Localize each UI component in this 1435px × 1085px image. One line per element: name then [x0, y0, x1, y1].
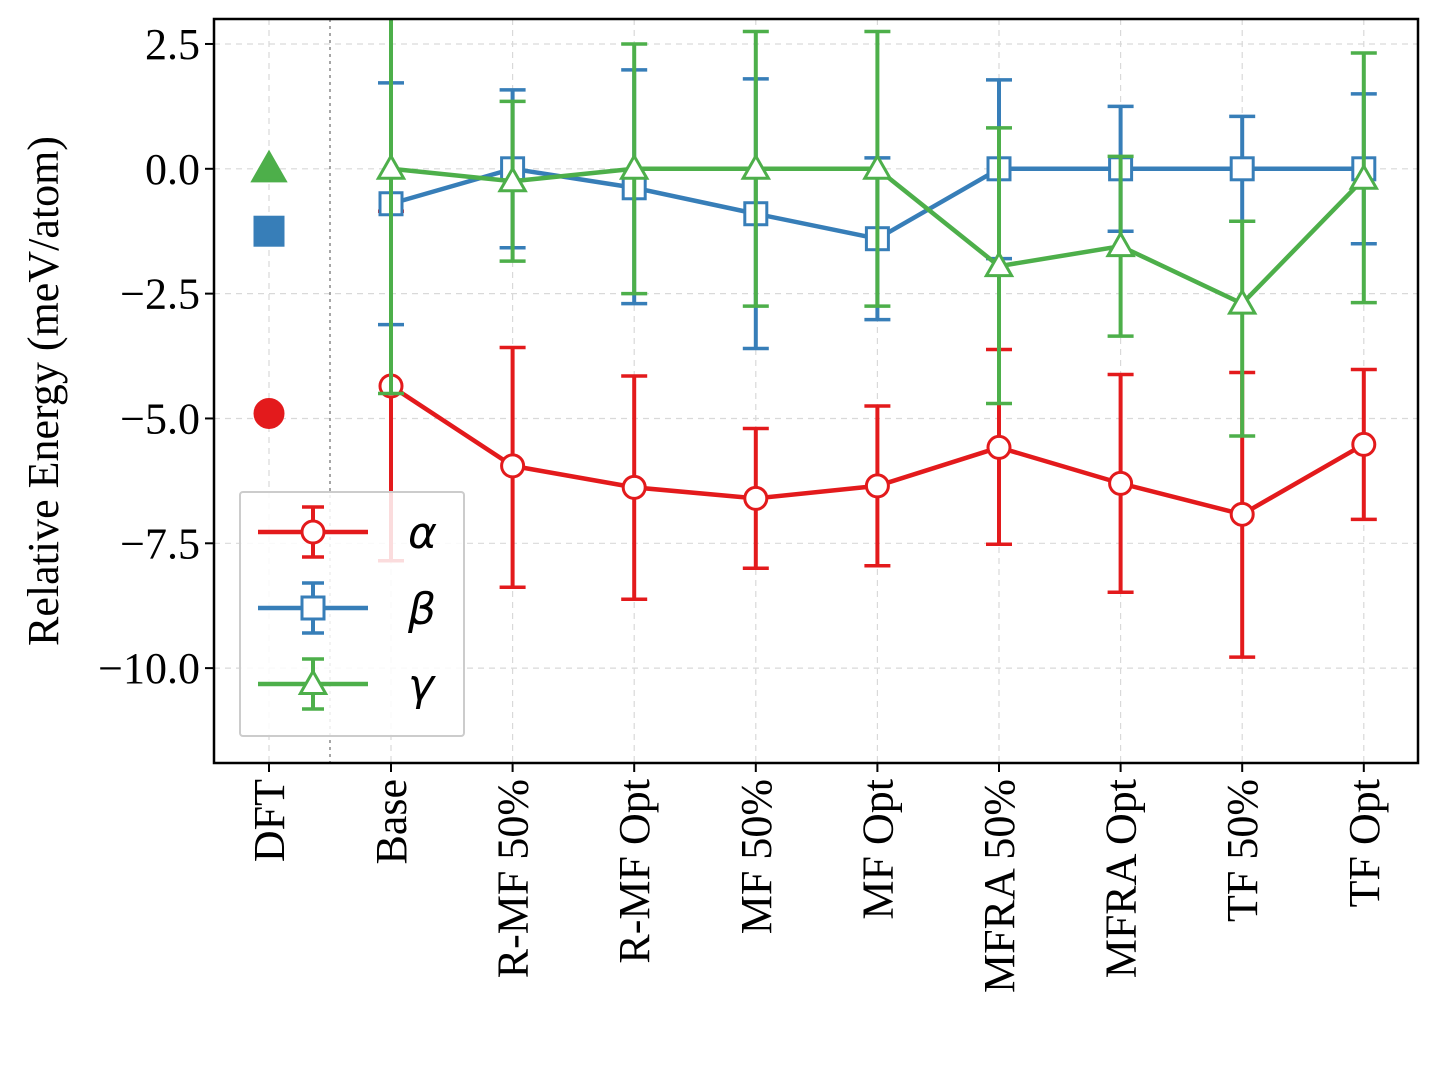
data-point-marker [743, 485, 769, 511]
legend-label: α [408, 508, 437, 559]
data-point-marker [1348, 163, 1380, 190]
legend-marker [297, 668, 329, 695]
y-axis-label: Relative Energy (meV/atom) [19, 136, 68, 646]
y-tick-label: 2.5 [145, 20, 200, 69]
x-tick-label: MF Opt [853, 779, 902, 920]
data-point-marker [1351, 431, 1377, 457]
data-point-marker [497, 165, 528, 193]
y-tick-label: 0.0 [145, 145, 200, 194]
x-tick-label: MFRA Opt [1097, 779, 1146, 978]
data-point-marker [740, 153, 772, 180]
data-point-marker [1108, 470, 1134, 496]
x-tick-label: MFRA 50% [975, 779, 1024, 993]
tick-layer: 2.5 0.0 −2.5 −5.0 −7.5 −10.0 DFT Base R-MF 50% R-… [98, 20, 1389, 993]
dft-point-triangle [250, 149, 288, 183]
legend-label: γ [408, 660, 436, 711]
legend-item: β [258, 581, 436, 635]
y-tick-label: −2.5 [120, 270, 200, 319]
data-point-marker [1229, 156, 1255, 182]
legend-label: β [407, 584, 436, 635]
x-tick-label: TF Opt [1340, 779, 1389, 907]
x-tick-label: MF 50% [732, 779, 781, 934]
plot-area-frame [212, 17, 1420, 765]
legend-item: α [258, 505, 437, 559]
y-tick-label: −5.0 [120, 394, 200, 443]
legend-frame [239, 491, 465, 737]
x-tick-label: TF 50% [1218, 779, 1267, 922]
y-tick-label: −10.0 [98, 644, 200, 693]
x-tick-label: R-MF 50% [489, 779, 538, 978]
data-point-marker [500, 453, 526, 479]
data-point-marker [862, 153, 893, 180]
data-point-marker [864, 473, 890, 499]
data-point-marker [1229, 501, 1255, 527]
legend: αβγ [239, 491, 465, 737]
data-point-marker [986, 434, 1012, 460]
dft-point-circle [253, 397, 285, 429]
legend-marker [300, 519, 326, 545]
y-tick-label: −7.5 [120, 519, 200, 568]
legend-marker [300, 595, 326, 621]
series-layer [375, 19, 1380, 659]
x-tick-label: DFT [245, 779, 294, 862]
x-tick-label: R-MF Opt [610, 779, 659, 964]
data-point-marker [618, 153, 650, 180]
dft-reference-layer [250, 149, 288, 429]
x-tick-label: Base [367, 779, 416, 865]
legend-item: γ [258, 657, 436, 711]
data-point-marker [621, 474, 647, 500]
series-triangle [375, 19, 1380, 438]
dft-point-square [253, 215, 285, 247]
data-point-marker [983, 250, 1015, 278]
data-point-marker [375, 153, 407, 180]
data-point-marker [1105, 230, 1136, 258]
data-point-marker [1226, 287, 1258, 315]
